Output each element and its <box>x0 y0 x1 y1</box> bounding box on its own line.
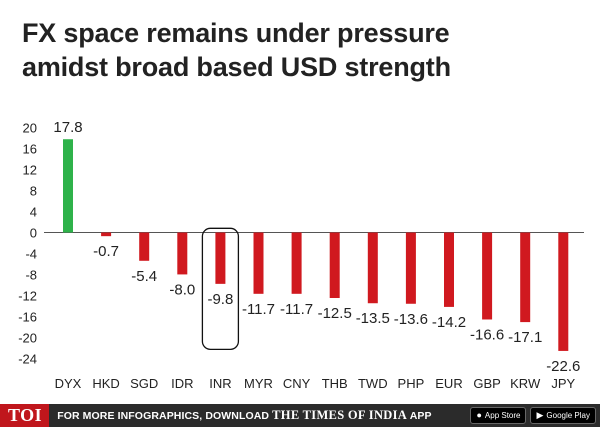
y-tick-label: -4 <box>25 246 37 261</box>
value-label-gbp: -16.6 <box>470 326 504 343</box>
y-tick-label: -12 <box>18 288 37 303</box>
category-label-php: PHP <box>398 376 425 391</box>
bar-twd <box>367 232 378 304</box>
category-label-jpy: JPY <box>551 376 575 391</box>
y-tick-label: 4 <box>30 205 37 220</box>
bar-gbp <box>482 232 493 320</box>
value-label-jpy: -22.6 <box>546 358 580 375</box>
y-tick-label: 0 <box>30 226 37 241</box>
value-label-cny: -11.7 <box>280 301 313 318</box>
value-label-krw: -17.1 <box>508 329 542 346</box>
category-label-idr: IDR <box>171 376 193 391</box>
store-badges: ● App Store ▶ Google Play <box>470 407 596 424</box>
y-tick-label: -16 <box>18 309 37 324</box>
y-tick-label: -8 <box>25 267 37 282</box>
google-play-label: Google Play <box>546 411 590 420</box>
value-label-idr: -8.0 <box>169 281 195 298</box>
category-label-dyx: DYX <box>55 376 82 391</box>
bar-hkd <box>101 232 112 237</box>
bar-inr <box>215 232 226 284</box>
value-label-sgd: -5.4 <box>131 268 157 285</box>
value-label-dyx: 17.8 <box>53 119 82 136</box>
category-label-inr: INR <box>209 376 231 391</box>
chart-title: FX space remains under pressure amidst b… <box>22 16 451 84</box>
category-label-sgd: SGD <box>130 376 158 391</box>
category-label-cny: CNY <box>283 376 311 391</box>
bar-myr <box>253 232 264 294</box>
app-label: APP <box>409 410 432 422</box>
bar-thb <box>329 232 340 298</box>
bar-eur <box>444 232 454 307</box>
google-play-badge[interactable]: ▶ Google Play <box>530 407 596 424</box>
category-label-hkd: HKD <box>92 376 119 391</box>
toi-logo[interactable]: TOI <box>0 404 50 427</box>
app-store-label: App Store <box>484 411 521 420</box>
promo-text: FOR MORE INFOGRAPHICS, DOWNLOAD THE TIME… <box>57 408 431 423</box>
y-tick-label: -24 <box>18 351 37 366</box>
value-label-eur: -14.2 <box>432 314 466 331</box>
footer-banner: TOI FOR MORE INFOGRAPHICS, DOWNLOAD THE … <box>0 404 600 427</box>
category-label-twd: TWD <box>358 376 388 391</box>
chart-title-line-2: amidst broad based USD strength <box>22 52 451 82</box>
promo-label: FOR MORE INFOGRAPHICS, DOWNLOAD <box>57 410 270 422</box>
category-label-thb: THB <box>322 376 348 391</box>
y-tick-label: 16 <box>23 142 37 157</box>
y-tick-label: 20 <box>23 121 37 136</box>
y-tick-label: -20 <box>18 330 37 345</box>
apple-icon: ● <box>476 410 482 420</box>
play-icon: ▶ <box>536 410 544 420</box>
y-tick-label: 12 <box>23 163 37 178</box>
bar-cny <box>291 232 302 294</box>
bar-php <box>405 232 416 304</box>
value-label-hkd: -0.7 <box>93 243 119 260</box>
value-label-php: -13.6 <box>394 311 428 328</box>
value-label-thb: -12.5 <box>318 305 352 322</box>
bar-idr <box>177 232 188 275</box>
bar-dyx <box>63 139 73 233</box>
value-label-twd: -13.5 <box>356 310 390 327</box>
brand-name: THE TIMES OF INDIA <box>272 408 408 422</box>
chart-title-line-1: FX space remains under pressure <box>22 18 450 48</box>
bar-krw <box>520 232 531 323</box>
category-label-myr: MYR <box>244 376 273 391</box>
bar-sgd <box>139 232 150 261</box>
app-store-badge[interactable]: ● App Store <box>470 407 527 424</box>
value-label-myr: -11.7 <box>242 301 275 318</box>
category-label-eur: EUR <box>435 376 462 391</box>
bar-jpy <box>558 232 569 351</box>
y-tick-label: 8 <box>30 184 37 199</box>
category-label-krw: KRW <box>510 376 541 391</box>
bar-chart: 20 16 12 8 4 0 -4 -8 -12 -16 -20 -24 17.8 DYX -0.7 HKD -… <box>18 119 584 391</box>
category-label-gbp: GBP <box>473 376 500 391</box>
highlight-box-inr <box>201 227 240 351</box>
value-label-inr: -9.8 <box>207 291 233 308</box>
